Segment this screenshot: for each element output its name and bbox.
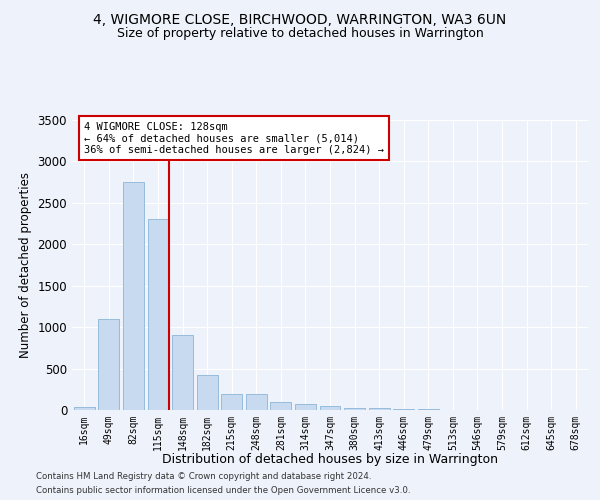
Text: Contains HM Land Registry data © Crown copyright and database right 2024.: Contains HM Land Registry data © Crown c…: [36, 472, 371, 481]
Text: 4, WIGMORE CLOSE, BIRCHWOOD, WARRINGTON, WA3 6UN: 4, WIGMORE CLOSE, BIRCHWOOD, WARRINGTON,…: [94, 12, 506, 26]
Bar: [74, 406, 95, 410]
Bar: [344, 408, 365, 410]
Bar: [98, 319, 119, 410]
Bar: [418, 409, 439, 410]
Text: 4 WIGMORE CLOSE: 128sqm
← 64% of detached houses are smaller (5,014)
36% of semi: 4 WIGMORE CLOSE: 128sqm ← 64% of detache…: [84, 122, 384, 155]
Bar: [393, 409, 414, 410]
Bar: [123, 182, 144, 410]
Text: Distribution of detached houses by size in Warrington: Distribution of detached houses by size …: [162, 452, 498, 466]
Bar: [148, 220, 169, 410]
Bar: [320, 406, 340, 410]
Text: Size of property relative to detached houses in Warrington: Size of property relative to detached ho…: [116, 28, 484, 40]
Bar: [246, 394, 267, 410]
Text: Contains public sector information licensed under the Open Government Licence v3: Contains public sector information licen…: [36, 486, 410, 495]
Bar: [172, 336, 193, 410]
Bar: [295, 404, 316, 410]
Bar: [368, 408, 389, 410]
Bar: [271, 402, 292, 410]
Bar: [221, 394, 242, 410]
Y-axis label: Number of detached properties: Number of detached properties: [19, 172, 32, 358]
Bar: [197, 375, 218, 410]
